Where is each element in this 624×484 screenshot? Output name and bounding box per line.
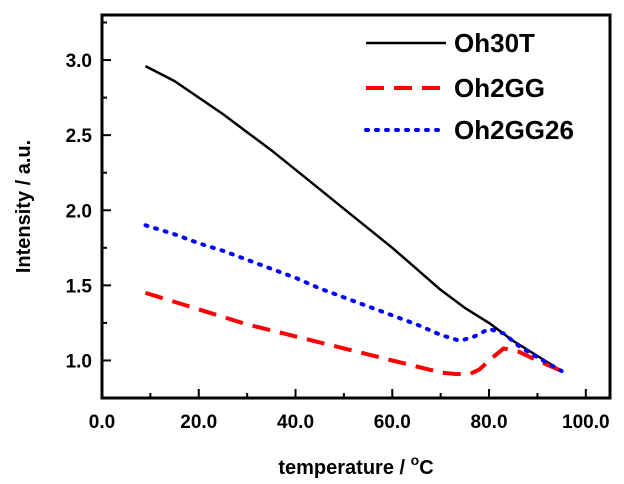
- x-axis-ticks: 0.0 20.0 40.0 60.0 80.0 100.0: [89, 389, 610, 433]
- x-axis-title-unit: C: [419, 457, 433, 479]
- y-tick-label: 2.5: [66, 126, 93, 147]
- y-tick-label: 1.0: [66, 351, 92, 372]
- x-tick-label: 80.0: [471, 412, 508, 433]
- x-tick-label: 40.0: [277, 412, 314, 433]
- x-tick-label: 100.0: [562, 412, 610, 433]
- y-tick-label: 3.0: [66, 51, 92, 72]
- x-tick-label: 60.0: [374, 412, 411, 433]
- x-axis-title-prefix: temperature /: [278, 457, 410, 479]
- series-line-oh30t: [144, 64, 563, 373]
- plot-area: 0.0 20.0 40.0 60.0 80.0 100.0 1.0 1.5 2.0 2.5 3.0: [66, 13, 612, 433]
- degree-superscript: o: [411, 452, 420, 468]
- legend: Oh30T Oh2GG Oh2GG26: [364, 28, 574, 145]
- y-tick-label: 1.5: [66, 276, 93, 297]
- legend-label-oh2gg: Oh2GG: [454, 73, 545, 103]
- series-line-oh2gg26: [143, 223, 564, 373]
- series-line-oh2gg: [144, 290, 563, 376]
- y-axis-ticks: 1.0 1.5 2.0 2.5 3.0: [66, 21, 111, 372]
- x-tick-label: 0.0: [89, 412, 115, 433]
- series-lines: [143, 64, 564, 376]
- x-axis-title: temperature / oC: [278, 452, 433, 479]
- x-tick-label: 20.0: [180, 412, 217, 433]
- y-tick-label: 2.0: [66, 201, 92, 222]
- legend-label-oh2gg26: Oh2GG26: [454, 115, 574, 145]
- legend-label-oh30t: Oh30T: [454, 28, 535, 58]
- y-axis-title: Intensity / a.u.: [13, 140, 35, 273]
- plot-frame: [100, 13, 612, 400]
